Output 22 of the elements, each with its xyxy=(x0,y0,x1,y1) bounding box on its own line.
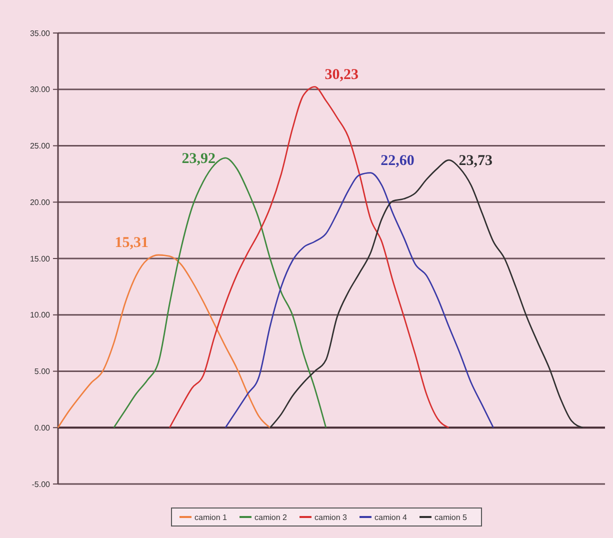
y-tick-label: 25.00 xyxy=(30,142,51,151)
y-tick-label: 15.00 xyxy=(30,254,51,264)
data-label: 22,60 xyxy=(380,152,414,169)
line-series xyxy=(168,86,450,428)
data-label: 15,31 xyxy=(114,235,148,252)
legend-label: camion 2 xyxy=(254,512,288,522)
legend-label: camion 3 xyxy=(314,512,348,522)
data-label: 23,92 xyxy=(182,150,216,167)
legend-label: camion 1 xyxy=(194,512,228,522)
legend-label: camion 4 xyxy=(374,512,408,522)
y-tick-label: 0.00 xyxy=(34,423,51,432)
data-label: 23,73 xyxy=(458,153,492,170)
y-tick-label: 10.00 xyxy=(30,310,51,320)
data-label: 30,23 xyxy=(324,66,359,83)
y-tick-label: 30.00 xyxy=(30,85,51,94)
legend-label: camion 5 xyxy=(434,512,468,522)
line-series xyxy=(57,254,271,428)
line-series xyxy=(224,172,494,428)
y-tick-label: 20.00 xyxy=(30,198,51,207)
y-tick-label: 35.00 xyxy=(30,28,51,38)
y-tick-label: -5.00 xyxy=(32,480,51,489)
y-tick-label: 5.00 xyxy=(34,367,51,376)
